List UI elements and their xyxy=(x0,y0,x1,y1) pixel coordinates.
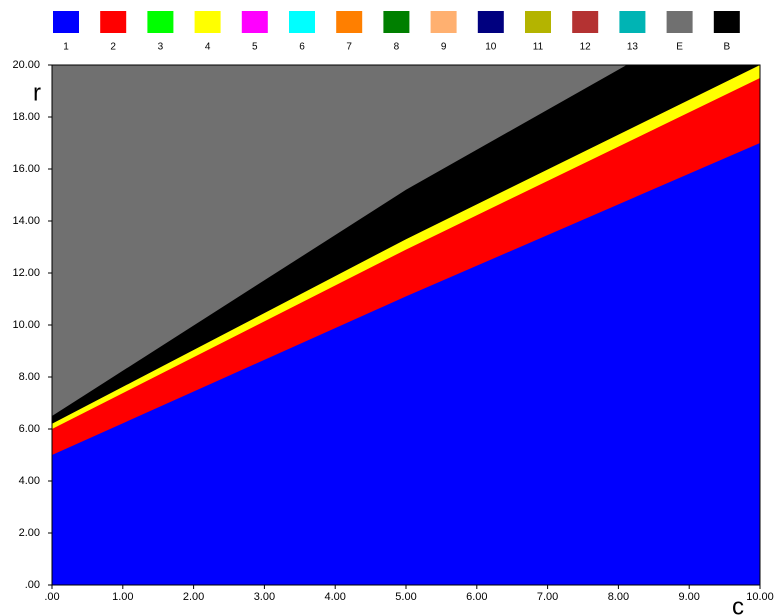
y-tick-label: 6.00 xyxy=(19,423,40,435)
x-tick-label: 10.00 xyxy=(746,591,774,603)
region xyxy=(52,143,760,585)
y-tick-label: 4.00 xyxy=(19,475,40,487)
legend-swatch xyxy=(336,11,363,33)
y-tick-label: 14.00 xyxy=(12,215,40,227)
y-tick-label: 10.00 xyxy=(12,319,40,331)
legend-swatch xyxy=(147,11,174,33)
y-tick-label: 20.00 xyxy=(12,59,40,71)
legend-label: 3 xyxy=(158,42,164,53)
legend-label: 10 xyxy=(485,42,497,53)
x-tick-label: 2.00 xyxy=(183,591,204,603)
legend-swatch xyxy=(100,11,127,33)
legend-label: 2 xyxy=(110,42,116,53)
legend-label: 8 xyxy=(394,42,400,53)
legend-label: 13 xyxy=(627,42,639,53)
x-tick-label: 8.00 xyxy=(608,591,629,603)
y-tick-label: 16.00 xyxy=(12,163,40,175)
x-tick-label: .00 xyxy=(44,591,59,603)
y-axis-label: r xyxy=(33,79,41,106)
x-tick-label: 6.00 xyxy=(466,591,487,603)
legend-label: 11 xyxy=(533,42,544,53)
legend-swatch xyxy=(713,11,740,33)
legend-swatch xyxy=(53,11,79,33)
x-tick-label: 5.00 xyxy=(395,591,416,603)
legend-swatch xyxy=(572,11,599,33)
y-tick-label: .00 xyxy=(25,579,40,591)
legend-swatch xyxy=(477,11,504,33)
x-tick-label: 1.00 xyxy=(112,591,133,603)
legend-label: 1 xyxy=(63,42,69,53)
y-tick-label: 2.00 xyxy=(19,527,40,539)
legend-swatch xyxy=(666,11,693,33)
legend-label: 12 xyxy=(580,42,592,53)
x-tick-label: 4.00 xyxy=(324,591,345,603)
legend-label: E xyxy=(676,42,683,53)
legend-swatch xyxy=(383,11,410,33)
legend-swatch xyxy=(289,11,315,33)
y-tick-label: 12.00 xyxy=(12,267,40,279)
legend-label: 4 xyxy=(205,42,211,53)
legend-swatch xyxy=(430,11,457,33)
legend-label: 6 xyxy=(299,42,305,53)
x-axis-label: c xyxy=(732,593,744,615)
x-tick-label: 7.00 xyxy=(537,591,558,603)
legend-label: 7 xyxy=(346,42,352,53)
x-tick-label: 3.00 xyxy=(254,591,275,603)
legend-label: 9 xyxy=(441,42,447,53)
legend-swatch xyxy=(525,11,551,33)
y-tick-label: 8.00 xyxy=(19,371,40,383)
legend-label: 5 xyxy=(252,42,258,53)
legend-label: B xyxy=(723,42,730,53)
legend-swatch xyxy=(241,11,268,33)
legend-swatch xyxy=(619,11,646,33)
x-tick-label: 9.00 xyxy=(678,591,699,603)
legend-swatch xyxy=(194,11,221,33)
y-tick-label: 18.00 xyxy=(12,111,40,123)
plot-area xyxy=(52,65,760,585)
